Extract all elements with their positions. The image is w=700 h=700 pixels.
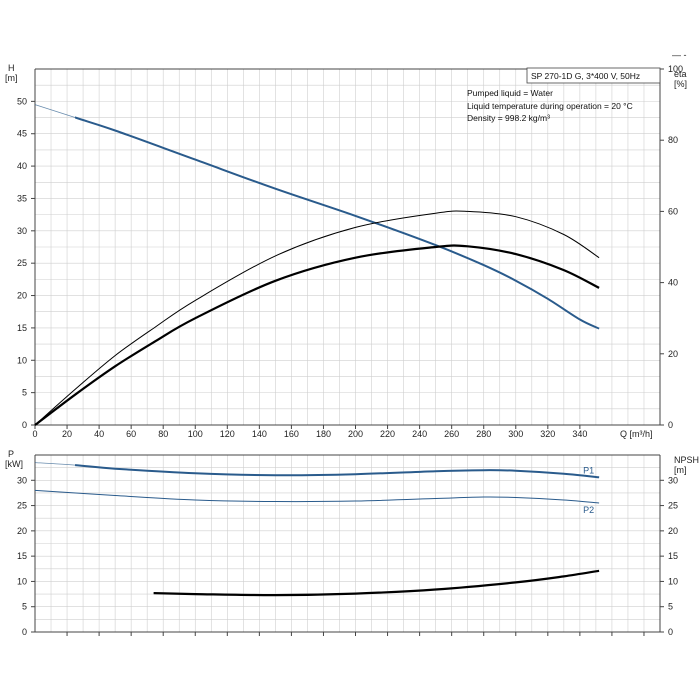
y-tick-label-left: 0	[22, 420, 27, 430]
x-tick-label: 0	[32, 429, 37, 439]
x-tick-label: 100	[188, 429, 203, 439]
y-tick-label-right: 25	[668, 501, 678, 511]
y-tick-label-left: 10	[17, 576, 27, 586]
y-axis-label-right: NPSH	[674, 455, 699, 465]
y-tick-label-left: 20	[17, 526, 27, 536]
info-box: SP 270-1D G, 3*400 V, 50Hz Pumped liquid…	[467, 67, 661, 123]
x-tick-label: 280	[476, 429, 491, 439]
series-label-p1: P1	[583, 465, 594, 475]
y-tick-label-right: 80	[668, 135, 678, 145]
info-line-temperature: Liquid temperature during operation = 20…	[467, 101, 633, 111]
y-tick-label-right: 100	[668, 64, 683, 74]
x-tick-label: 300	[508, 429, 523, 439]
y-tick-label-right: 60	[668, 206, 678, 216]
series-line-p2	[34, 489, 600, 504]
y-axis-label-left: H	[8, 63, 15, 73]
y-tick-label-left: 15	[17, 551, 27, 561]
series-line-npsh	[153, 569, 600, 597]
y-tick-label-right: 40	[668, 278, 678, 288]
y-tick-label-left: 30	[17, 475, 27, 485]
grid	[35, 69, 660, 425]
series-line-p1	[75, 464, 600, 479]
y-tick-label-left: 45	[17, 129, 27, 139]
x-tick-label: 60	[126, 429, 136, 439]
power-npsh-panel: 0 5 10 15 20 25 30 0 5 10 15 20 25 30 P[kW] NPSH[m] P1 P2	[5, 449, 699, 637]
y-tick-label-left: 5	[22, 388, 27, 398]
info-line-liquid: Pumped liquid = Water	[467, 88, 553, 98]
y-tick-label-left: 40	[17, 161, 27, 171]
y-axis-unit-right: [%]	[674, 79, 687, 89]
x-axis-label: Q [m³/h]	[620, 429, 653, 439]
x-tick-label: 140	[252, 429, 267, 439]
x-tick-label: 340	[572, 429, 587, 439]
y-tick-label-right: 0	[668, 627, 673, 637]
series-line-efficiency-2	[34, 244, 600, 426]
x-tick-label: 120	[220, 429, 235, 439]
y-tick-label-right: 20	[668, 526, 678, 536]
model-label: SP 270-1D G, 3*400 V, 50Hz	[531, 71, 640, 81]
y-tick-label-left: 10	[17, 355, 27, 365]
x-tick-label: 220	[380, 429, 395, 439]
x-tick-label: 40	[94, 429, 104, 439]
x-tick-label: 240	[412, 429, 427, 439]
x-tick-label: 200	[348, 429, 363, 439]
y-tick-label-left: 50	[17, 96, 27, 106]
y-axis-label-left: P	[8, 449, 14, 459]
grid	[35, 455, 660, 632]
y-tick-label-left: 5	[22, 602, 27, 612]
corner-mark: — -	[672, 50, 687, 60]
x-tick-label: 320	[540, 429, 555, 439]
y-tick-label-left: 25	[17, 258, 27, 268]
x-tick-label: 260	[444, 429, 459, 439]
y-tick-label-left: 30	[17, 226, 27, 236]
model-label-box	[526, 67, 661, 84]
x-tick-label: 180	[316, 429, 331, 439]
x-tick-label: 160	[284, 429, 299, 439]
x-tick-label: 20	[62, 429, 72, 439]
y-tick-label-left: 15	[17, 323, 27, 333]
info-line-density: Density = 998.2 kg/m³	[467, 113, 550, 123]
head-efficiency-panel: 0 5 10 15 20 25 30 35 40 45 50 0 20 40 60 80 100 H[m] eta[…	[5, 63, 687, 439]
y-tick-label-right: 0	[668, 420, 673, 430]
y-axis-unit-left: [kW]	[5, 459, 23, 469]
y-tick-label-left: 0	[22, 627, 27, 637]
series-label-p2: P2	[583, 505, 594, 515]
y-tick-label-right: 10	[668, 576, 678, 586]
series-line-head	[75, 116, 600, 330]
y-tick-label-left: 35	[17, 193, 27, 203]
y-tick-label-left: 25	[17, 501, 27, 511]
y-tick-label-right: 30	[668, 475, 678, 485]
y-tick-label-left: 20	[17, 291, 27, 301]
series-line-efficiency-1	[34, 210, 600, 426]
y-axis-label-right: eta	[674, 69, 687, 79]
y-tick-label-right: 15	[668, 551, 678, 561]
x-tick-label: 80	[158, 429, 168, 439]
y-tick-label-right: 5	[668, 602, 673, 612]
y-axis-unit-right: [m]	[674, 465, 687, 475]
y-axis-unit-left: [m]	[5, 73, 18, 83]
y-tick-label-right: 20	[668, 349, 678, 359]
